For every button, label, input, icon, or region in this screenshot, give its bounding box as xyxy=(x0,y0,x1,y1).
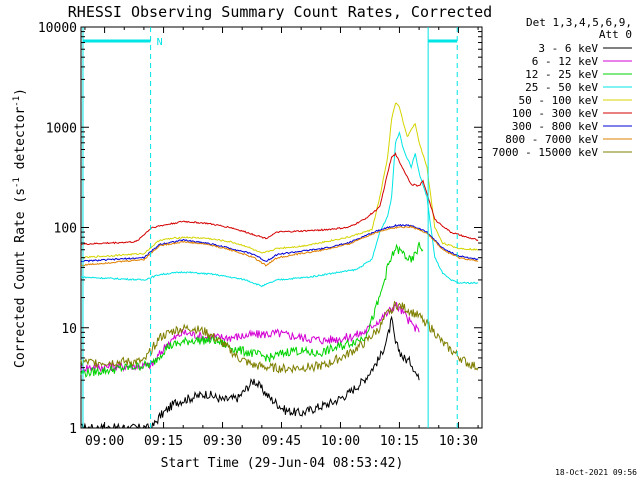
series-line-4 xyxy=(80,102,479,259)
x-tick-label: 10:30 xyxy=(439,434,478,449)
series-line-3 xyxy=(80,130,479,288)
series-line-7 xyxy=(80,225,479,267)
y-tick-label: 10000 xyxy=(38,21,77,36)
series-line-0 xyxy=(80,315,420,430)
series-line-1 xyxy=(80,302,420,373)
legend-header-line2: Att 0 xyxy=(599,28,632,41)
night-marker: N xyxy=(157,37,163,48)
y-axis: 1 10 100 1000 10000 xyxy=(38,21,482,437)
x-tick-label: 09:00 xyxy=(85,434,124,449)
x-axis: 09:00 09:15 09:30 09:45 10:00 10:15 10:30 xyxy=(84,27,479,449)
y-axis-label: Corrected Count Rate (s-1 detector-1) xyxy=(12,88,28,368)
y-tick-label: 1 xyxy=(69,422,77,437)
x-tick-label: 10:00 xyxy=(321,434,360,449)
series-line-6 xyxy=(80,223,479,263)
series-line-5 xyxy=(80,151,479,246)
x-axis-label: Start Time (29-Jun-04 08:53:42) xyxy=(161,456,404,471)
x-tick-label: 09:45 xyxy=(262,434,301,449)
series-line-8 xyxy=(80,300,479,374)
plot-area: N xyxy=(80,26,483,430)
legend-label: 300 - 800 keV xyxy=(512,120,598,133)
y-tick-label: 1000 xyxy=(46,121,77,136)
legend-label: 7000 - 15000 keV xyxy=(492,146,598,159)
legend-header-line1: Det 1,3,4,5,6,9, xyxy=(526,16,632,29)
legend-label: 800 - 7000 keV xyxy=(505,133,598,146)
legend-label: 6 - 12 keV xyxy=(532,55,599,68)
legend-label: 50 - 100 keV xyxy=(519,94,599,107)
y-tick-label: 100 xyxy=(54,222,77,237)
x-tick-label: 09:30 xyxy=(203,434,242,449)
legend-label: 100 - 300 keV xyxy=(512,107,598,120)
legend-label: 12 - 25 keV xyxy=(525,68,598,81)
x-tick-label: 09:15 xyxy=(144,434,183,449)
series-line-2 xyxy=(80,241,424,378)
x-tick-label: 10:15 xyxy=(380,434,419,449)
legend-label: 3 - 6 keV xyxy=(538,42,598,55)
y-tick-label: 10 xyxy=(61,322,77,337)
legend-label: 25 - 50 keV xyxy=(525,81,598,94)
footer-date: 18-Oct-2021 09:56 xyxy=(555,468,637,477)
chart-title: RHESSI Observing Summary Count Rates, Co… xyxy=(68,3,492,21)
